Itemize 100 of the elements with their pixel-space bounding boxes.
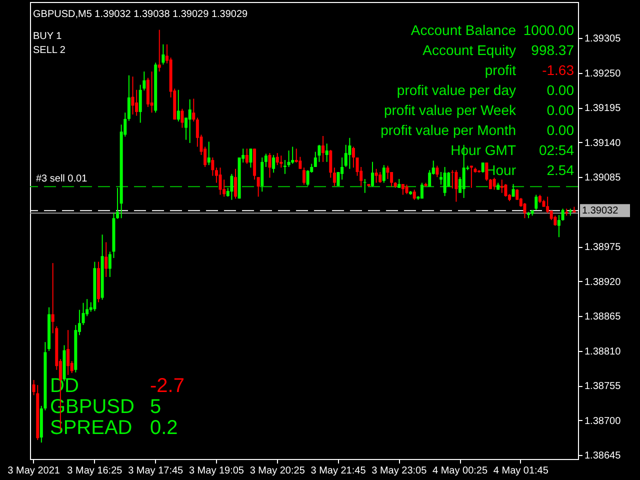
candlestick [363, 178, 366, 194]
annotation: 5 [150, 396, 162, 418]
annotation: 1000.00 [523, 22, 574, 38]
y-tick-label: 1.39305 [584, 34, 622, 45]
candlestick [211, 156, 214, 176]
candlestick [82, 302, 85, 326]
candlestick [557, 214, 560, 238]
x-tick-label: 3 May 16:25 [67, 466, 123, 476]
y-tick-label: 1.39195 [584, 103, 622, 114]
x-tick-label: 4 May 01:45 [493, 466, 549, 476]
y-tick-label: 1.38975 [584, 242, 622, 254]
annotation: 2.54 [546, 162, 574, 178]
annotation: 0.00 [546, 122, 574, 138]
ref-line-label: 1.39032 [582, 206, 619, 217]
candlestick [325, 143, 328, 162]
annotation: Account Balance [410, 22, 516, 38]
annotation: BUY 1 [33, 31, 62, 42]
candlestick [272, 154, 276, 174]
candlestick [180, 108, 184, 128]
candlestick [401, 184, 404, 196]
candlestick [276, 152, 279, 166]
candlestick [256, 176, 260, 198]
candlestick [116, 187, 120, 220]
annotation: SELL 2 [33, 45, 66, 56]
ref-line-label: #3 sell 0.01 [36, 174, 88, 185]
candlestick [504, 184, 508, 198]
x-tick-label: 3 May 20:25 [250, 466, 306, 476]
candlestick [218, 167, 222, 196]
y-tick-label: 1.39085 [584, 172, 622, 184]
candlestick [291, 146, 294, 164]
candlestick [470, 165, 473, 188]
y-tick-label: 1.38755 [584, 381, 622, 392]
x-tick-label: 3 May 17:45 [128, 466, 184, 476]
annotation: -1.63 [542, 62, 574, 78]
candlestick [443, 166, 446, 197]
candlestick [332, 167, 336, 186]
candlestick [500, 179, 504, 194]
candlestick [207, 141, 210, 166]
text: GBPUSD,M5 1.39032 1.39038 1.39029 1.39029 [33, 9, 248, 20]
candlestick [66, 330, 70, 376]
candlestick [512, 184, 515, 198]
candlestick [230, 173, 234, 200]
annotation: 02:54 [538, 142, 574, 158]
candlestick [420, 182, 424, 200]
candlestick [428, 170, 432, 188]
candlestick [454, 170, 458, 202]
candlestick [249, 148, 252, 168]
candlestick [188, 98, 192, 144]
x-tick-label: 3 May 21:45 [310, 466, 366, 476]
candlestick [436, 165, 439, 178]
annotation: -2.7 [150, 375, 184, 397]
candlestick [534, 194, 538, 210]
y-tick-label: 1.38645 [584, 450, 622, 462]
x-tick-label: 3 May 23:05 [372, 466, 428, 476]
candlestick [390, 172, 394, 188]
candlestick [492, 177, 496, 190]
candlestick [176, 89, 180, 122]
x-tick-label: 3 May 19:05 [188, 466, 244, 476]
candlestick [162, 44, 165, 66]
candlestick [371, 161, 374, 188]
annotation: profit value per Month [380, 122, 516, 138]
candlestick [485, 162, 488, 182]
y-tick-label: 1.38810 [584, 346, 622, 358]
candlestick [158, 29, 161, 72]
annotation: 0.00 [546, 82, 574, 98]
annotation: 0.00 [546, 102, 574, 118]
candlestick [322, 136, 325, 162]
candlestick [412, 189, 416, 200]
candlestick [302, 167, 306, 186]
candlestick [481, 162, 484, 174]
candlestick [382, 164, 386, 184]
candlestick [405, 184, 408, 195]
annotation: 998.37 [531, 42, 574, 58]
candlestick [131, 76, 134, 116]
annotation: 0.2 [150, 417, 178, 439]
candlestick [104, 242, 108, 278]
candlestick [268, 152, 272, 178]
annotation: SPREAD [50, 417, 132, 439]
candlestick [378, 172, 382, 184]
candlestick [150, 71, 154, 114]
y-tick-label: 1.38865 [584, 312, 622, 323]
x-tick-label: 4 May 00:25 [432, 466, 488, 476]
candlestick [352, 146, 355, 168]
y-tick-label: 1.38920 [584, 276, 622, 288]
annotation: Account Equity [422, 42, 516, 58]
candlestick [348, 137, 352, 170]
candlestick [329, 149, 332, 178]
y-tick-label: 1.38700 [584, 416, 622, 427]
candlestick [192, 98, 196, 122]
candlestick [287, 150, 290, 168]
candlestick [234, 168, 237, 200]
y-tick-label: 1.39250 [584, 68, 622, 80]
candlestick [561, 208, 564, 222]
annotation: profit [484, 62, 516, 78]
candlestick [283, 160, 286, 174]
candlestick [264, 153, 268, 168]
candlestick [386, 165, 390, 180]
candlestick [374, 168, 378, 184]
candlestick [245, 148, 248, 164]
annotation: profit value per Week [384, 102, 517, 118]
